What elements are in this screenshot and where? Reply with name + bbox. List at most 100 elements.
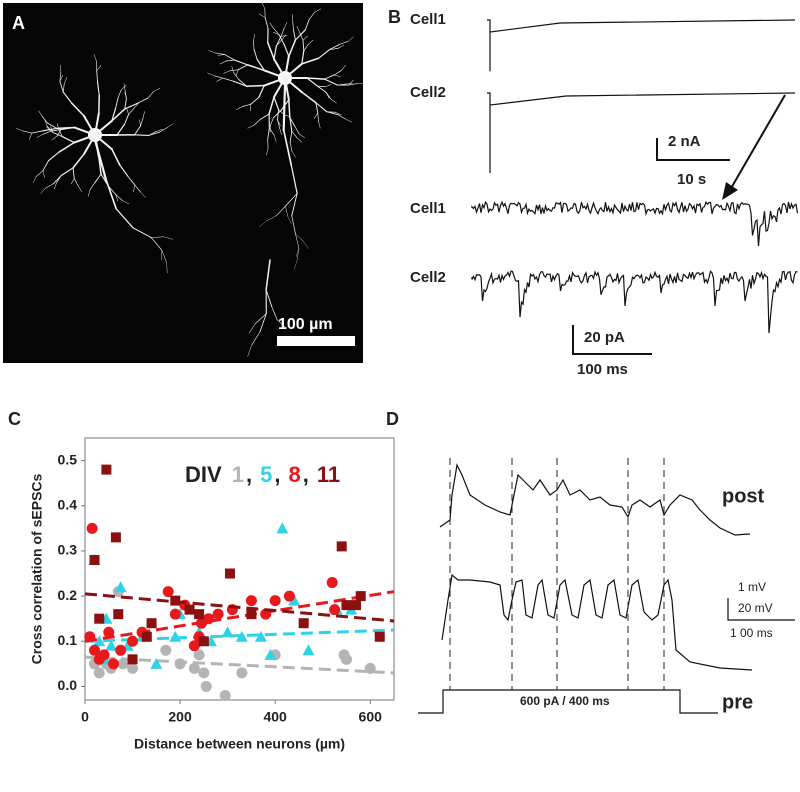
- dendrite: [213, 75, 224, 79]
- dendrite: [166, 123, 174, 128]
- dendrite: [278, 34, 285, 45]
- dendrite: [291, 150, 296, 158]
- point: [340, 653, 352, 665]
- dendrite: [124, 113, 129, 125]
- y-tick-label: 0.5: [58, 451, 78, 467]
- dendrite: [233, 72, 240, 80]
- point: [219, 689, 231, 701]
- dendrite: [60, 126, 75, 131]
- dendrite: [233, 59, 249, 66]
- dendrite: [258, 84, 265, 99]
- dendrite: [273, 96, 280, 111]
- dendrite: [31, 130, 44, 134]
- point: [224, 568, 235, 579]
- dendrite: [215, 52, 225, 55]
- dendrite: [62, 91, 73, 104]
- trace-label: post: [722, 485, 765, 507]
- dendrite: [324, 78, 338, 86]
- trace: [487, 92, 796, 174]
- dendrite: [301, 50, 305, 65]
- dendrite: [111, 148, 121, 166]
- point: [108, 658, 120, 670]
- dendrite: [334, 111, 342, 116]
- dendrite: [253, 34, 256, 42]
- dendrite: [348, 79, 354, 86]
- x-tick-label: 0: [81, 709, 89, 725]
- dendrite: [111, 108, 126, 122]
- dendrite: [337, 44, 345, 49]
- dendrite: [58, 129, 63, 138]
- dendrite: [287, 216, 292, 224]
- dendrite: [318, 121, 321, 129]
- dendrite: [316, 85, 327, 93]
- dendrite: [71, 102, 85, 117]
- point: [269, 595, 281, 607]
- dendrite: [124, 98, 127, 110]
- dendrite: [325, 84, 332, 88]
- point: [101, 464, 112, 475]
- arrow-head: [722, 182, 738, 200]
- x-tick-label: 400: [263, 709, 287, 725]
- dendrite: [285, 192, 298, 207]
- dendrite: [42, 116, 48, 124]
- stimulus-label: 600 pA / 400 ms: [520, 694, 610, 708]
- dendrite: [288, 39, 297, 58]
- trend-line: [84, 655, 395, 675]
- dendrite: [216, 77, 224, 82]
- dendrite: [47, 151, 60, 162]
- scale-label: 20 mV: [738, 601, 773, 615]
- point: [264, 648, 277, 660]
- dendrite: [294, 29, 306, 41]
- dendrite: [242, 103, 251, 107]
- point: [113, 609, 124, 620]
- point: [169, 608, 181, 620]
- dendrite: [282, 83, 287, 132]
- dendrite: [273, 57, 286, 79]
- point: [127, 635, 139, 647]
- dendrite: [275, 39, 283, 47]
- arrow: [729, 94, 786, 191]
- dendrite: [128, 107, 135, 115]
- scatter-chart: C 0.0 0.1 0.2 0.3 0.4 0.5 0 200 400 600 Distance be…: [8, 409, 395, 752]
- dendrite: [296, 248, 300, 257]
- dendrite: [303, 43, 309, 52]
- dendrite: [148, 131, 160, 136]
- scale-label: 20 pA: [584, 329, 625, 346]
- legend-separator: ,: [246, 462, 252, 487]
- dendrite: [238, 79, 248, 87]
- dendrite: [317, 112, 319, 122]
- traces: [471, 19, 799, 334]
- trend-line: [84, 590, 395, 643]
- dendrite: [96, 81, 100, 97]
- dendrite: [150, 237, 163, 251]
- dendrite: [96, 70, 98, 83]
- dendrite: [42, 160, 49, 172]
- scale-bar: [656, 138, 730, 161]
- dendrite: [273, 45, 277, 60]
- dendrite: [268, 127, 275, 136]
- dendrite: [77, 185, 82, 192]
- legend-separator: ,: [274, 462, 280, 487]
- dendrite: [132, 227, 152, 239]
- dendrite: [284, 55, 290, 79]
- dendrite: [120, 85, 127, 91]
- dendrite: [284, 77, 303, 94]
- point: [203, 613, 215, 625]
- trace: [487, 19, 796, 72]
- dendrite: [269, 22, 274, 29]
- dendrite: [294, 126, 300, 135]
- dendrite: [115, 97, 119, 109]
- dendrite: [295, 233, 300, 249]
- dendrite: [104, 177, 118, 210]
- trace: [471, 270, 798, 334]
- dendrite: [148, 131, 157, 136]
- dendrite: [163, 236, 174, 240]
- point: [105, 639, 118, 651]
- dendrite: [93, 54, 97, 62]
- point: [236, 667, 248, 679]
- dendrite: [124, 102, 139, 110]
- dendrite: [273, 27, 280, 36]
- point: [160, 644, 172, 656]
- panel-label: C: [8, 409, 21, 429]
